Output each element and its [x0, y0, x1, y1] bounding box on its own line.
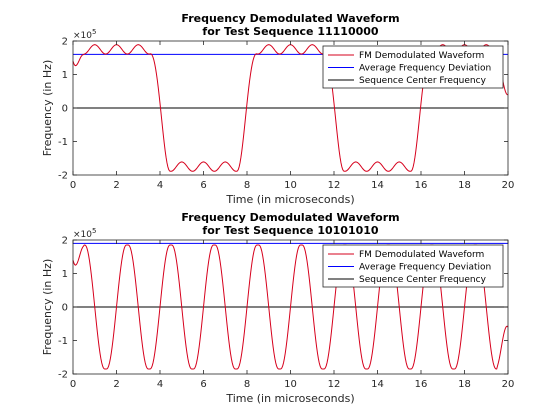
legend-entry: Sequence Center Frequency: [359, 76, 487, 86]
x-tick-label: 6: [200, 379, 206, 390]
y-tick-label: -1: [58, 336, 68, 347]
x-tick-label: 6: [200, 180, 206, 191]
y-exponent-label: ×105: [73, 28, 96, 41]
y-tick-label: 1: [62, 269, 68, 280]
x-axis-label: Time (in microseconds): [225, 392, 354, 405]
y-tick-label: 1: [62, 70, 68, 81]
chart-title: Frequency Demodulated Waveform: [181, 12, 399, 25]
y-exponent-power: 5: [92, 28, 96, 36]
x-tick-label: 2: [113, 379, 119, 390]
y-tick-label: 2: [62, 236, 68, 247]
x-tick-label: 18: [458, 180, 471, 191]
y-exponent-base: ×10: [73, 31, 92, 41]
x-tick-label: 20: [502, 379, 515, 390]
legend-entry: FM Demodulated Waveform: [359, 51, 484, 61]
x-tick-label: 20: [502, 180, 515, 191]
y-axis-label: Frequency (in Hz): [41, 259, 54, 355]
legend: FM Demodulated Waveform Average Frequency…: [322, 244, 504, 288]
y-exponent-label: ×105: [73, 227, 96, 240]
y-tick-label: 0: [62, 303, 68, 314]
x-tick-label: 12: [328, 180, 341, 191]
x-tick-label: 14: [371, 379, 384, 390]
x-tick-label: 16: [415, 180, 428, 191]
chart-title: Frequency Demodulated Waveform: [181, 211, 399, 224]
y-tick-label: -2: [58, 370, 68, 381]
legend: FM Demodulated Waveform Average Frequency…: [322, 45, 504, 89]
x-axis-label: Time (in microseconds): [225, 193, 354, 206]
x-tick-label: 14: [371, 180, 384, 191]
y-exponent-power: 5: [92, 227, 96, 235]
x-tick-label: 8: [244, 379, 250, 390]
x-tick-label: 10: [284, 379, 297, 390]
y-tick-label: 0: [62, 104, 68, 115]
legend-entry: Sequence Center Frequency: [359, 275, 487, 285]
x-tick-label: 10: [284, 180, 297, 191]
legend-entry: Average Frequency Deviation: [359, 263, 491, 273]
x-tick-label: 2: [113, 180, 119, 191]
x-tick-label: 18: [458, 379, 471, 390]
y-tick-label: -2: [58, 171, 68, 182]
legend-entry: Average Frequency Deviation: [359, 64, 491, 74]
legend-entry: FM Demodulated Waveform: [359, 250, 484, 260]
x-tick-label: 4: [157, 180, 163, 191]
x-tick-label: 0: [70, 180, 76, 191]
y-exponent-base: ×10: [73, 230, 92, 240]
y-tick-label: -1: [58, 137, 68, 148]
x-tick-label: 4: [157, 379, 163, 390]
chart-subtitle: for Test Sequence 11110000: [202, 25, 379, 38]
x-tick-label: 8: [244, 180, 250, 191]
y-tick-label: 2: [62, 37, 68, 48]
x-tick-label: 16: [415, 379, 428, 390]
x-tick-label: 12: [328, 379, 341, 390]
x-tick-label: 0: [70, 379, 76, 390]
y-axis-label: Frequency (in Hz): [41, 60, 54, 156]
chart-subtitle: for Test Sequence 10101010: [202, 224, 379, 237]
